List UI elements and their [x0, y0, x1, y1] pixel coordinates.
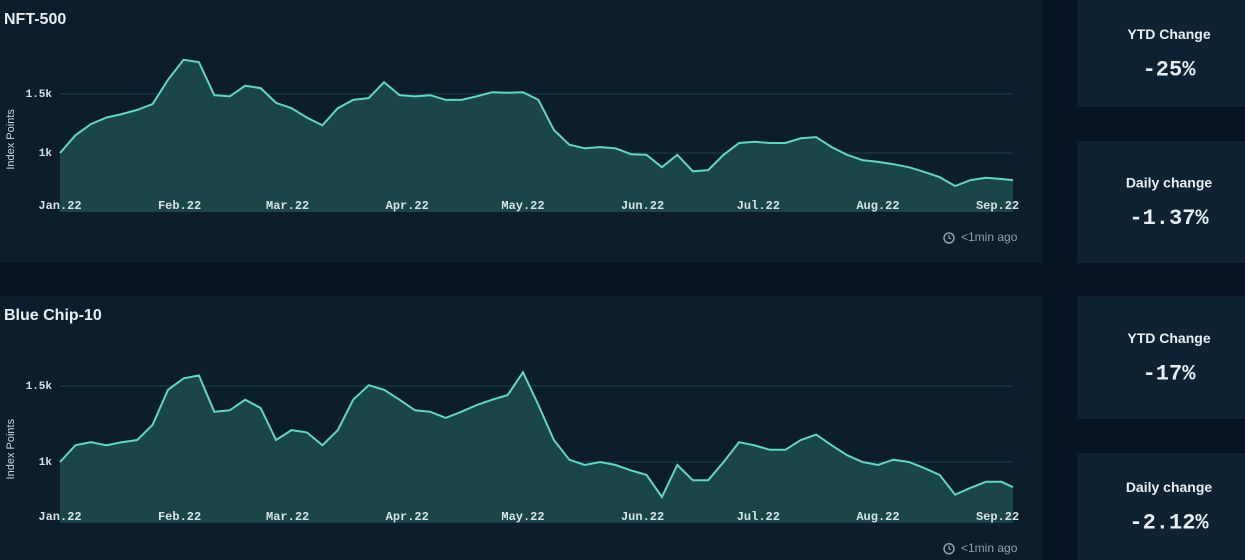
stat-value: -17%: [1143, 361, 1197, 386]
x-tick-label: Aug.22: [856, 510, 899, 524]
x-tick-label: Mar.22: [266, 199, 309, 213]
stat-value: -2.12%: [1129, 510, 1209, 535]
x-tick-label: Jun.22: [621, 510, 664, 524]
y-tick-label: 1.5k: [26, 89, 53, 101]
x-tick-label: Jul.22: [737, 199, 780, 213]
updated-label: <1min ago: [961, 230, 1018, 244]
x-tick-label: May.22: [501, 510, 544, 524]
area-fill: [60, 372, 1013, 523]
stat-value: -25%: [1143, 57, 1197, 82]
x-tick-label: Feb.22: [158, 510, 201, 524]
stat-panel: [1077, 296, 1245, 419]
x-tick-label: Sep.22: [976, 199, 1019, 213]
clock-icon: [943, 543, 955, 555]
y-tick-label: 1k: [39, 457, 53, 469]
x-tick-label: Feb.22: [158, 199, 201, 213]
y-tick-label: 1.5k: [26, 381, 53, 393]
y-tick-label: 1k: [39, 148, 53, 160]
x-tick-label: Apr.22: [386, 510, 429, 524]
stat-label: Daily change: [1126, 175, 1213, 191]
x-tick-label: Jan.22: [38, 510, 81, 524]
stat-panel: [1077, 453, 1245, 560]
stat-panel: [1077, 141, 1245, 263]
x-tick-label: Mar.22: [266, 510, 309, 524]
clock-icon: [943, 232, 955, 244]
chart-title: NFT-500: [4, 11, 66, 28]
x-tick-label: Apr.22: [386, 199, 429, 213]
stat-value: -1.37%: [1129, 206, 1209, 231]
y-axis-label: Index Points: [5, 418, 17, 479]
x-tick-label: Aug.22: [856, 199, 899, 213]
stat-label: Daily change: [1126, 479, 1213, 495]
stat-panel: [1077, 0, 1245, 107]
clock-hands: [948, 235, 952, 240]
chart-title: Blue Chip-10: [4, 307, 102, 324]
updated-label: <1min ago: [961, 541, 1018, 555]
clock-hands: [948, 545, 952, 551]
y-axis-label: Index Points: [5, 109, 17, 170]
x-tick-label: Jan.22: [38, 199, 81, 213]
stat-label: YTD Change: [1127, 26, 1210, 42]
x-tick-label: May.22: [501, 199, 544, 213]
area-line: [59, 370, 1014, 499]
stat-label: YTD Change: [1127, 330, 1210, 346]
x-tick-label: Jun.22: [621, 199, 664, 213]
x-tick-label: Sep.22: [976, 510, 1019, 524]
x-tick-label: Jul.22: [737, 510, 780, 524]
area-line: [59, 58, 1014, 188]
area-fill: [60, 59, 1013, 212]
